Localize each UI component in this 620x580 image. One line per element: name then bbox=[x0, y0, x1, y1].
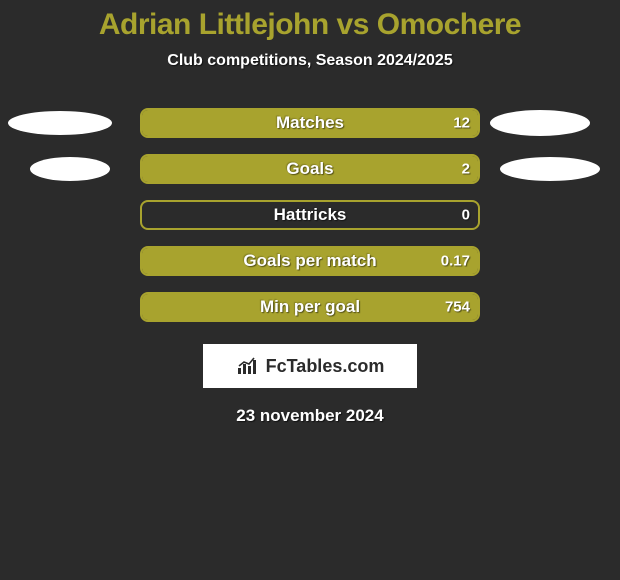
stat-row-matches: Matches 12 bbox=[0, 108, 620, 138]
comparison-title: Adrian Littlejohn vs Omochere bbox=[0, 0, 620, 42]
bar-value: 12 bbox=[453, 115, 470, 132]
left-marker-1 bbox=[8, 111, 112, 135]
bar-label: Hattricks bbox=[274, 205, 347, 225]
bar-track: Min per goal 754 bbox=[140, 292, 480, 322]
bar-track: Goals per match 0.17 bbox=[140, 246, 480, 276]
right-marker-2 bbox=[500, 157, 600, 181]
snapshot-date: 23 november 2024 bbox=[0, 406, 620, 426]
bar-label: Goals per match bbox=[243, 251, 376, 271]
comparison-chart: Matches 12 Goals 2 Hattricks 0 Goals per… bbox=[0, 108, 620, 322]
bar-value: 0.17 bbox=[441, 253, 470, 270]
season-subtitle: Club competitions, Season 2024/2025 bbox=[0, 52, 620, 70]
bar-value: 2 bbox=[462, 161, 470, 178]
stat-row-mpg: Min per goal 754 bbox=[0, 292, 620, 322]
bar-label: Matches bbox=[276, 113, 344, 133]
bar-label: Goals bbox=[286, 159, 333, 179]
brand-text: FcTables.com bbox=[266, 356, 385, 377]
bar-track: Matches 12 bbox=[140, 108, 480, 138]
left-marker-2 bbox=[30, 157, 110, 181]
bar-track: Hattricks 0 bbox=[140, 200, 480, 230]
bar-label: Min per goal bbox=[260, 297, 360, 317]
stat-row-gpm: Goals per match 0.17 bbox=[0, 246, 620, 276]
brand-box: FcTables.com bbox=[203, 344, 417, 388]
right-marker-1 bbox=[490, 110, 590, 136]
stat-row-hattricks: Hattricks 0 bbox=[0, 200, 620, 230]
bar-value: 0 bbox=[462, 207, 470, 224]
brand-chart-icon bbox=[236, 356, 260, 376]
stat-row-goals: Goals 2 bbox=[0, 154, 620, 184]
bar-value: 754 bbox=[445, 299, 470, 316]
bar-track: Goals 2 bbox=[140, 154, 480, 184]
